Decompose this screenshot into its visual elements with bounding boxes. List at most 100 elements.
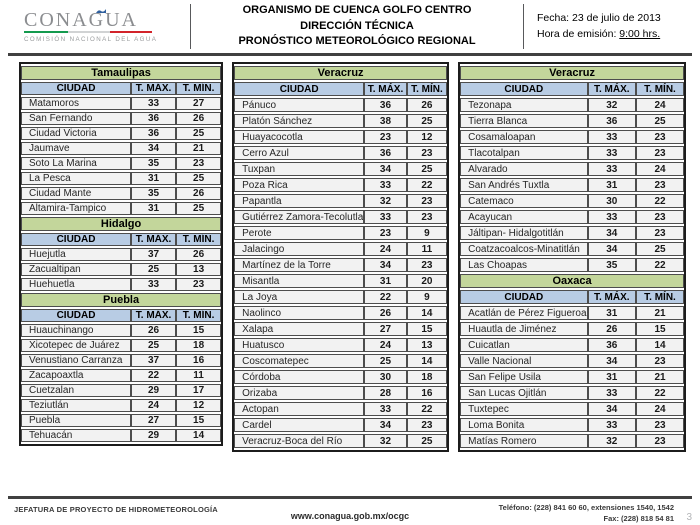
tmax-cell: 33 [587,146,637,160]
city-cell: Zacapoaxtla [21,369,132,382]
tmin-cell: 26 [176,112,222,125]
table-row: Ciudad Mante 35 26 [21,187,222,200]
table-row: Xalapa 27 15 [234,322,448,336]
tmin-cell: 25 [176,172,222,185]
table-row: Huautla de Jiménez 26 15 [460,322,684,336]
city-cell: Córdoba [234,370,365,384]
flag-green-segment [24,31,68,33]
table-row: Catemaco 30 22 [460,194,684,208]
tmax-cell: 27 [364,322,407,336]
city-cell: San Lucas Ojitlán [460,386,588,400]
table-row: Papantla 32 23 [234,194,448,208]
tmax-cell: 26 [364,306,407,320]
tmax-cell: 24 [131,399,177,412]
tmax-cell: 33 [364,178,407,192]
tmax-cell: 29 [131,429,177,442]
tmin-cell: 15 [636,322,684,336]
tmax-cell: 33 [364,210,407,224]
tmax-cell: 33 [587,162,637,176]
tmin-cell: 14 [176,429,222,442]
table-row: Alvarado 33 24 [460,162,684,176]
table-row: Misantla 31 20 [234,274,448,288]
city-cell: Las Choapas [460,258,588,272]
city-cell: Huayacocotla [234,130,365,144]
column-header: T. MÍN. [176,309,222,322]
column-header: CIUDAD [21,309,132,322]
city-cell: Cuetzalan [21,384,132,397]
city-cell: Coscomatepec [234,354,365,368]
tmin-cell: 16 [176,354,222,367]
tmin-cell: 23 [406,258,448,272]
tmin-cell: 23 [406,194,448,208]
tmin-cell: 9 [406,226,448,240]
column-header: T. MÍN. [176,82,222,95]
city-cell: Coatzacoalcos-Minatitlán [460,242,588,256]
tmin-cell: 23 [406,146,448,160]
table-row: Tlacotalpan 33 23 [460,146,684,160]
tmax-cell: 31 [587,178,637,192]
conagua-logo: CONAGUA COMISIÓN NACIONAL DEL AGUA [8,0,190,53]
fecha-text: Fecha: 23 de julio de 2013 [537,11,661,24]
tmin-cell: 14 [406,306,448,320]
state-name: Tamaulipas [21,66,222,80]
table-column-3: Veracruz CIUDAD T. MÁX. T. MÍN. Tezonapa 32 24… [458,62,686,452]
page-number: 3 [686,512,692,523]
column-header: CIUDAD [460,82,588,96]
column-header-row: CIUDAD T. MÁX. T. MÍN. [234,82,448,96]
footer-website-link[interactable]: www.conagua.gob.mx/ocgc [290,511,410,521]
table-row: Cuicatlan 36 14 [460,338,684,352]
tmin-cell: 14 [406,354,448,368]
tmax-cell: 31 [131,202,177,215]
tmax-cell: 31 [587,306,637,320]
tmax-cell: 23 [364,130,407,144]
tmin-cell: 17 [176,384,222,397]
city-cell: Valle Nacional [460,354,588,368]
table-row: Xicotepec de Juárez 25 18 [21,339,222,352]
column-header: T. MÁX. [587,82,637,96]
city-cell: Jalacingo [234,242,365,256]
logo-subtitle: COMISIÓN NACIONAL DEL AGUA [24,36,158,43]
tmax-cell: 33 [587,386,637,400]
column-header: CIUDAD [21,233,132,246]
tmax-cell: 35 [131,157,177,170]
tmax-cell: 25 [364,354,407,368]
tmin-cell: 15 [176,324,222,337]
tmax-cell: 35 [131,187,177,200]
table-row: Tuxtepec 34 24 [460,402,684,416]
table-row: Perote 23 9 [234,226,448,240]
tmin-cell: 18 [406,370,448,384]
tmin-cell: 21 [636,370,684,384]
title-line-3: PRONÓSTICO METEOROLÓGICO REGIONAL [238,35,476,48]
city-cell: Poza Rica [234,178,365,192]
city-cell: Cuicatlan [460,338,588,352]
tmax-cell: 30 [587,194,637,208]
hora-label: Hora de emisión: [537,27,620,40]
city-cell: Gutiérrez Zamora-Tecolutla [234,210,365,224]
tmin-cell: 26 [406,98,448,112]
table-row: Huatusco 24 13 [234,338,448,352]
column-header: CIUDAD [234,82,365,96]
tmax-cell: 33 [587,210,637,224]
table-row: Coatzacoalcos-Minatitlán 34 25 [460,242,684,256]
city-cell: Cosamaloapan [460,130,588,144]
tmax-cell: 32 [364,194,407,208]
footer-contact: Teléfono: (228) 841 60 60, extensiones 1… [499,502,674,525]
column-header-row: CIUDAD T. MÁX. T. MÍN. [21,233,222,246]
city-cell: Huatusco [234,338,365,352]
tmax-cell: 34 [364,258,407,272]
column-header: T. MÁX. [587,290,637,304]
state-header-row: Oaxaca [460,274,684,288]
city-cell: San Fernando [21,112,132,125]
table-row: Actopan 33 22 [234,402,448,416]
tmin-cell: 24 [636,162,684,176]
tmax-cell: 36 [587,338,637,352]
table-row: San Lucas Ojitlán 33 22 [460,386,684,400]
tmin-cell: 14 [636,338,684,352]
table-row: Soto La Marina 35 23 [21,157,222,170]
tmin-cell: 12 [406,130,448,144]
city-cell: La Joya [234,290,365,304]
city-cell: Ciudad Victoria [21,127,132,140]
table-row: Acayucan 33 23 [460,210,684,224]
city-cell: Perote [234,226,365,240]
tmax-cell: 34 [364,162,407,176]
